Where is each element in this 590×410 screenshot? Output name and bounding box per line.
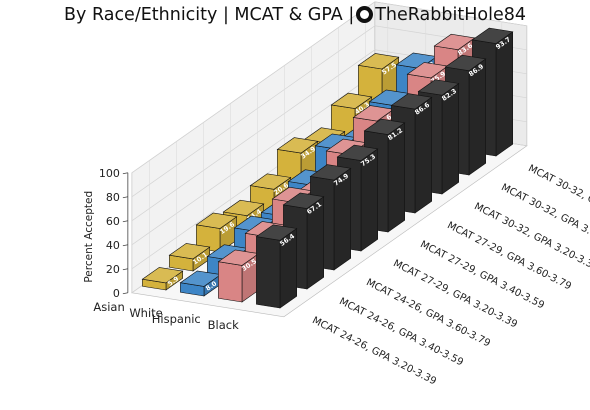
bar-face-top — [168, 243, 211, 260]
bar-face-top — [195, 212, 238, 229]
z-tick-label: 0 — [113, 287, 120, 300]
bar: 5.9 — [141, 267, 184, 291]
bar-face-top — [179, 270, 222, 287]
bar-face-top — [444, 54, 487, 72]
group-label: Asian — [93, 300, 124, 314]
bar-face-top — [406, 62, 449, 79]
author-avatar-icon — [356, 5, 374, 23]
z-tick — [122, 220, 128, 223]
bar-face-top — [141, 267, 184, 284]
z-tick — [122, 292, 128, 295]
z-tick-label: 60 — [106, 215, 120, 228]
category-label: MCAT 27-29, GPA 3.40-3.59 — [418, 239, 546, 311]
chart-title: By Race/Ethnicity | MCAT & GPA | TheRabbi… — [0, 0, 590, 34]
bar-face-top — [357, 53, 400, 70]
bar-face-top — [336, 144, 379, 161]
z-tick-label: 20 — [106, 263, 120, 276]
bar-face-top — [352, 105, 395, 122]
bar-face-top — [309, 164, 352, 181]
bar: 56.4 — [255, 224, 298, 309]
bar-face-top — [417, 79, 460, 96]
bar-face-top — [282, 192, 325, 209]
title-text: By Race/Ethnicity | MCAT & GPA | — [64, 5, 355, 25]
bar-face-top — [363, 118, 406, 135]
z-tick-label: 80 — [106, 191, 120, 204]
bar-face-top — [222, 199, 265, 217]
category-label: MCAT 24-26, GPA 3.20-3.39 — [310, 315, 438, 387]
bar-face-top — [217, 249, 260, 266]
bar: 10.1 — [168, 243, 211, 272]
bar-face-top — [276, 137, 319, 154]
z-axis-label: Percent Accepted — [83, 191, 95, 283]
bars: 57.540.363.027.348.083.634.934.075.993.7… — [141, 27, 514, 309]
bar-face-top — [330, 92, 373, 109]
bar-face-top — [249, 173, 292, 190]
z-tick — [122, 196, 128, 199]
group-label: Hispanic — [152, 312, 201, 326]
category-label: MCAT 24-26, GPA 3.40-3.59 — [337, 296, 465, 368]
group-label: White — [129, 306, 162, 320]
category-label: MCAT 27-29, GPA 3.20-3.39 — [391, 258, 519, 330]
bar-face-top — [471, 27, 514, 44]
bar-face-top — [395, 52, 438, 69]
watermark-handle: TheRabbitHole84 — [375, 5, 526, 25]
grid-line — [131, 1, 527, 174]
group-label: Black — [208, 318, 239, 332]
z-tick — [122, 268, 128, 271]
bar-face-top — [390, 93, 433, 110]
bar-face-side — [218, 261, 243, 303]
category-label: MCAT 27-29, GPA 3.60-3.79 — [445, 220, 573, 292]
bar: 30.5 — [217, 249, 260, 303]
z-tick-label: 100 — [99, 167, 120, 180]
bar-face-top — [433, 33, 476, 51]
bar: 19.6 — [195, 212, 238, 253]
z-tick-label: 40 — [106, 239, 120, 252]
bar-face-side — [256, 236, 281, 309]
z-tick — [122, 244, 128, 247]
bar-face-top — [255, 224, 298, 241]
category-label: MCAT 24-26, GPA 3.60-3.79 — [364, 277, 492, 349]
z-tick — [122, 172, 128, 175]
